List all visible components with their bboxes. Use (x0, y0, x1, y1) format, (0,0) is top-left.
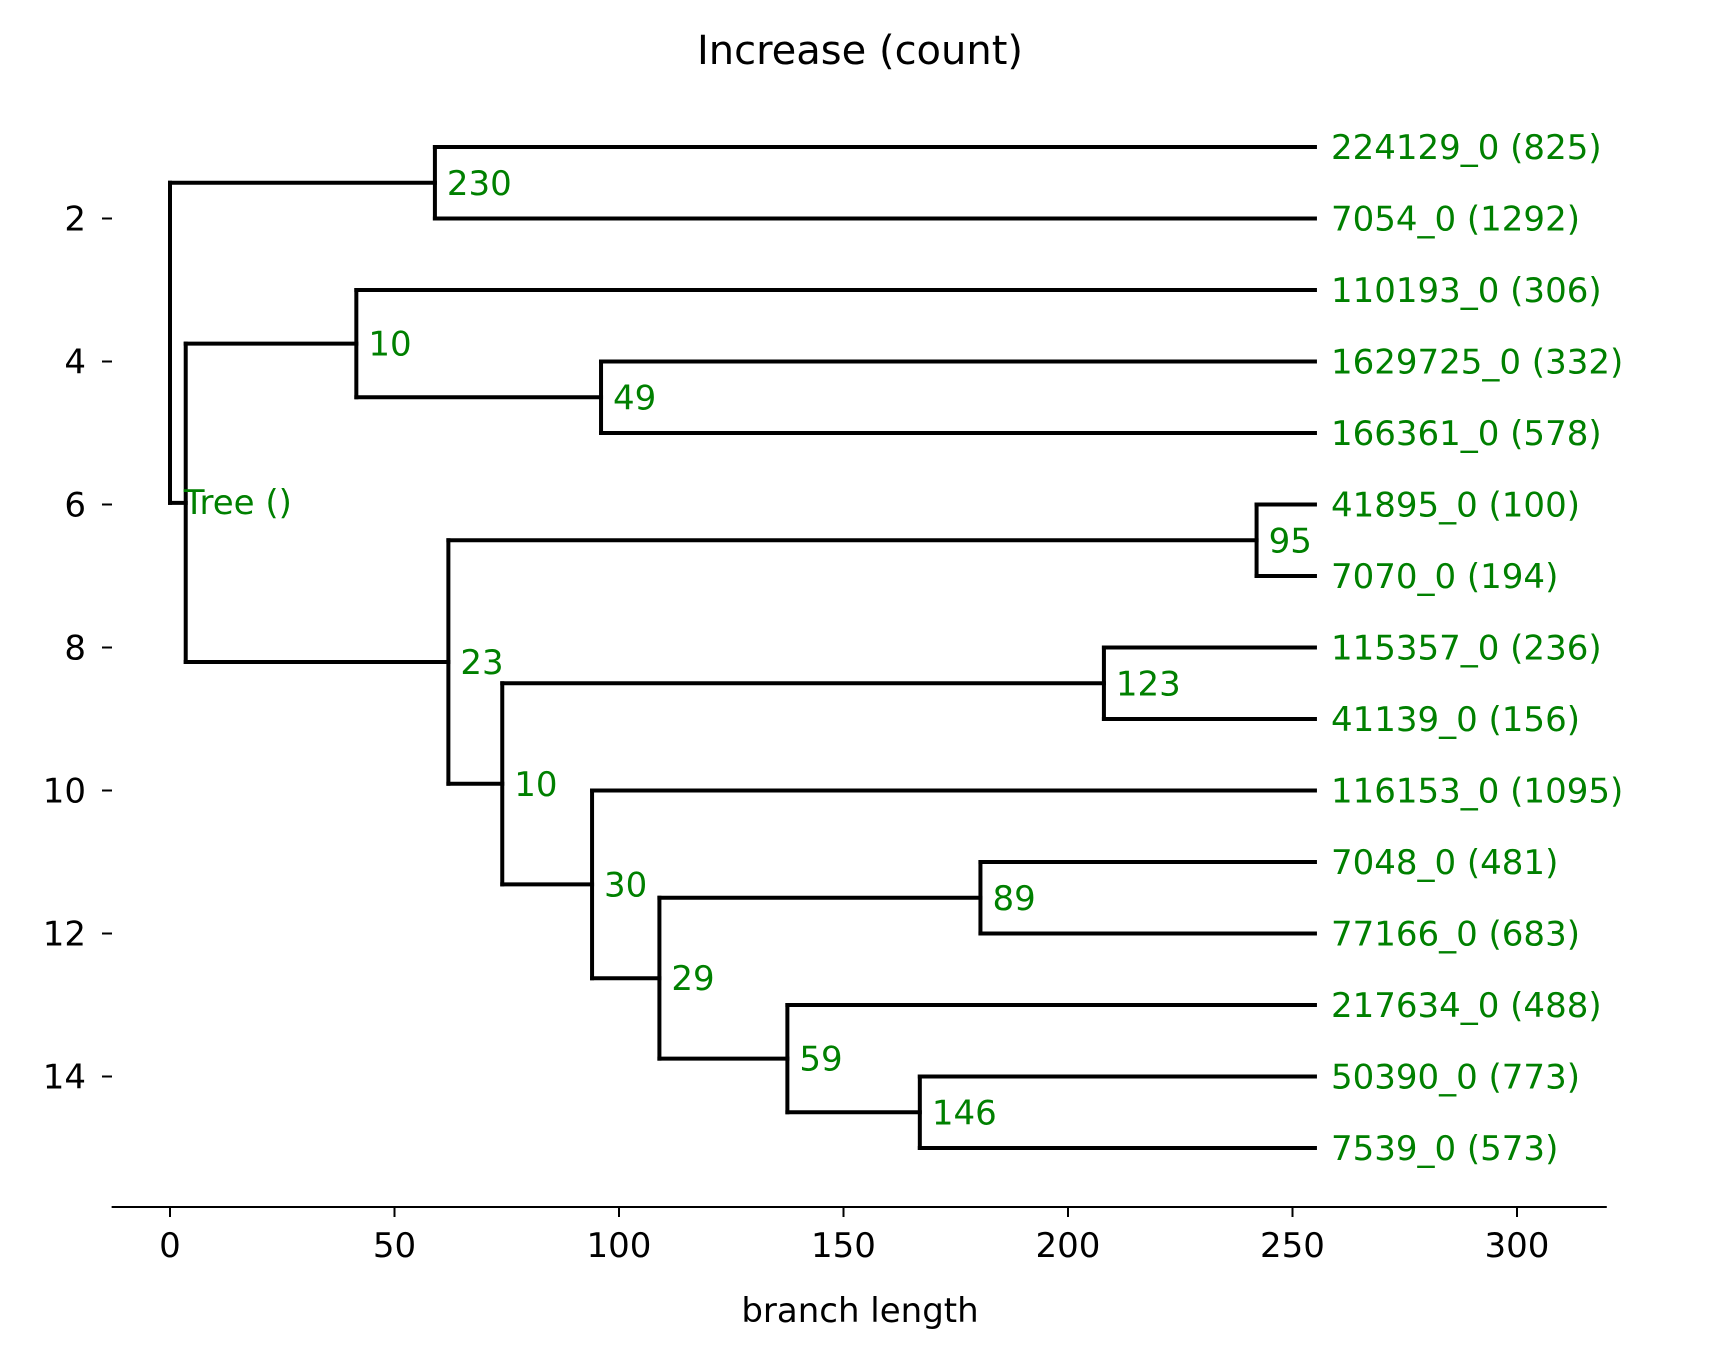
node-support-label: 59 (799, 1040, 842, 1080)
leaf-label: 116153_0 (1095) (1331, 772, 1623, 812)
y-tick-label: 4 (64, 343, 86, 383)
node-support-label: 123 (1116, 664, 1181, 704)
x-tick-label: 0 (159, 1226, 181, 1266)
node-support-label: 29 (671, 959, 714, 999)
leaf-label: 115357_0 (236) (1331, 629, 1602, 669)
node-support-label: 49 (613, 378, 656, 418)
leaf-label: 7048_0 (481) (1331, 843, 1558, 883)
leaf-label: 217634_0 (488) (1331, 986, 1602, 1026)
internal-node-labels: 230 10 49 23 95 10 123 30 29 89 59 146 Tree () (183, 164, 1312, 1134)
node-support-label: 95 (1269, 521, 1312, 561)
x-tick-label: 50 (373, 1226, 416, 1266)
x-tick-label: 150 (811, 1226, 876, 1266)
node-support-label: 10 (368, 325, 411, 365)
leaf-label: 41139_0 (156) (1331, 700, 1580, 740)
y-tick-label: 2 (64, 200, 86, 240)
x-tick-label: 200 (1036, 1226, 1101, 1266)
x-tick-label: 300 (1485, 1226, 1550, 1266)
tree-branches (168, 145, 1317, 1150)
leaf-label: 7054_0 (1292) (1331, 200, 1580, 240)
node-support-label: 30 (604, 865, 647, 905)
leaf-label: 110193_0 (306) (1331, 271, 1602, 311)
node-support-label: 230 (447, 164, 512, 204)
leaf-label: 77166_0 (683) (1331, 915, 1580, 955)
chart-title: Increase (count) (697, 28, 1023, 74)
y-tick-label: 12 (43, 915, 86, 955)
leaf-label: 7070_0 (194) (1331, 557, 1558, 597)
leaf-label: 1629725_0 (332) (1331, 343, 1623, 383)
leaf-label: 7539_0 (573) (1331, 1129, 1558, 1169)
node-support-label: 10 (514, 765, 557, 805)
y-tick-label: 14 (43, 1058, 86, 1098)
x-tick-label: 250 (1260, 1226, 1325, 1266)
y-tick-label: 6 (64, 486, 86, 526)
root-tree-label: Tree () (183, 483, 292, 523)
node-support-label: 146 (932, 1093, 997, 1133)
y-axis: 2 4 6 8 10 12 14 (43, 200, 112, 1098)
leaf-label: 166361_0 (578) (1331, 414, 1602, 454)
y-tick-label: 8 (64, 629, 86, 669)
x-axis: 0 50 100 150 200 250 300 (111, 1206, 1607, 1266)
node-support-label: 23 (460, 643, 503, 683)
leaf-label: 41895_0 (100) (1331, 486, 1580, 526)
y-tick-label: 10 (43, 772, 86, 812)
leaf-label: 224129_0 (825) (1331, 128, 1602, 168)
node-support-label: 89 (992, 879, 1035, 919)
leaf-label: 50390_0 (773) (1331, 1058, 1580, 1098)
leaf-labels: 224129_0 (825) 7054_0 (1292) 110193_0 (306… (1331, 128, 1623, 1169)
x-tick-label: 100 (587, 1226, 652, 1266)
x-axis-label: branch length (741, 1291, 978, 1331)
